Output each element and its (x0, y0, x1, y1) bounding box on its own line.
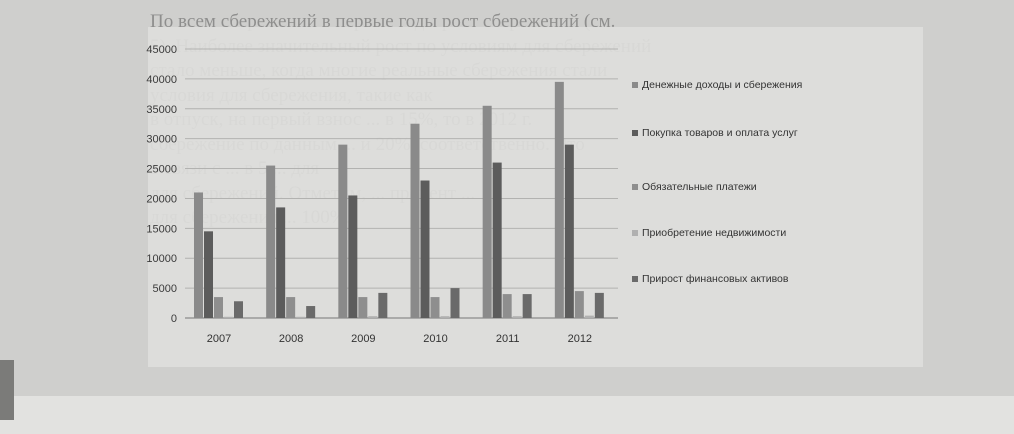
bar (204, 231, 213, 318)
x-category-label: 2011 (496, 333, 520, 345)
bar (276, 207, 286, 318)
x-category-label: 2008 (279, 333, 303, 345)
y-tick-label: 25000 (146, 164, 177, 176)
legend: Денежные доходы и сбережения Покупка това… (632, 79, 802, 285)
bar (522, 294, 532, 318)
bar (286, 297, 296, 318)
legend-label: Приобретение недвижимости (642, 227, 786, 239)
y-tick-label: 20000 (146, 193, 177, 205)
x-category-label: 2007 (207, 333, 231, 345)
bar (512, 316, 522, 318)
bars (194, 81, 604, 319)
y-tick-label: 0 (171, 313, 177, 325)
y-tick-label: 15000 (146, 223, 177, 235)
legend-swatch (632, 82, 638, 88)
bar (584, 315, 594, 318)
y-tick-label: 5000 (153, 283, 177, 295)
bar (194, 192, 203, 318)
y-tick-label: 35000 (146, 104, 177, 116)
legend-label: Денежные доходы и сбережения (642, 79, 802, 91)
bar (338, 144, 348, 318)
bar (430, 297, 440, 318)
bar (368, 316, 378, 318)
x-category-label: 2012 (568, 333, 592, 345)
legend-label: Обязательные платежи (642, 181, 757, 193)
bar (224, 316, 233, 318)
legend-label: Прирост финансовых активов (642, 273, 789, 285)
page-bottom-strip (0, 396, 1014, 434)
bar (378, 292, 388, 318)
bar (554, 81, 564, 318)
background-text-line: По всем сбережений в первые годы рост сб… (150, 11, 616, 32)
bar (306, 306, 316, 318)
bar (492, 162, 502, 318)
bar (564, 144, 574, 318)
bar (502, 294, 512, 318)
x-category-label: 2009 (351, 333, 375, 345)
y-tick-label: 45000 (146, 44, 177, 56)
bar (450, 288, 460, 318)
bar (420, 180, 430, 318)
x-axis-category-labels: 2007 2008 2009 2010 2011 2012 (207, 333, 592, 345)
page-edge-shadow (0, 360, 14, 420)
y-tick-label: 30000 (146, 134, 177, 146)
bar (214, 297, 223, 318)
bar (296, 316, 306, 318)
bar (594, 292, 604, 318)
y-tick-label: 10000 (146, 253, 177, 265)
legend-swatch (632, 276, 638, 282)
bar (348, 195, 358, 318)
bar (440, 316, 450, 318)
legend-label: Покупка товаров и оплата услуг (642, 127, 798, 139)
bar (266, 165, 276, 318)
y-tick-label: 40000 (146, 74, 177, 86)
bar (410, 123, 420, 318)
gridlines (185, 48, 618, 319)
bar (234, 301, 243, 318)
bar (574, 291, 584, 318)
bar (358, 297, 368, 318)
legend-swatch (632, 230, 638, 236)
x-category-label: 2010 (423, 333, 447, 345)
legend-swatch (632, 184, 638, 190)
y-axis-tick-labels: 0 5000 10000 15000 20000 25000 30000 35000 40000… (146, 44, 177, 325)
legend-swatch (632, 130, 638, 136)
bar (482, 105, 492, 319)
